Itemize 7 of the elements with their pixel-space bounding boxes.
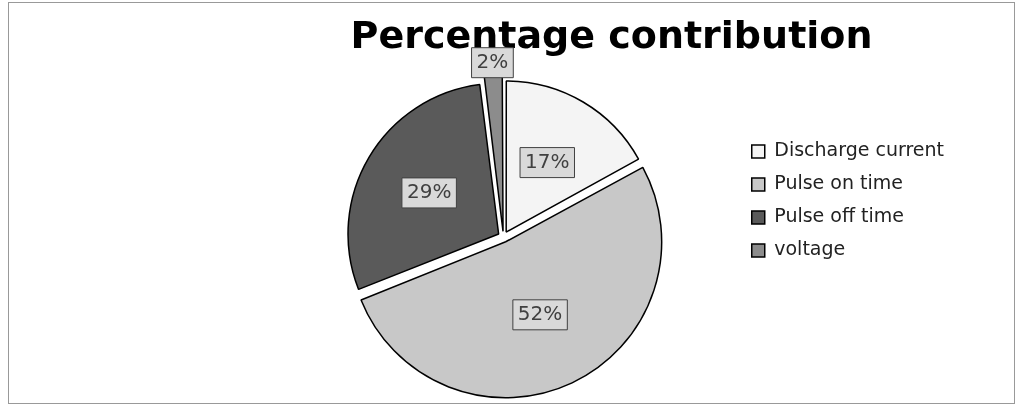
legend-label: Pulse on time <box>774 171 903 194</box>
data-label: 29% <box>406 179 452 204</box>
legend-label: Pulse off time <box>774 204 905 227</box>
data-label: 17% <box>525 148 570 173</box>
data-label: 52% <box>517 301 563 326</box>
legend-label: voltage <box>774 237 846 260</box>
legend-label: Discharge current <box>774 138 944 161</box>
